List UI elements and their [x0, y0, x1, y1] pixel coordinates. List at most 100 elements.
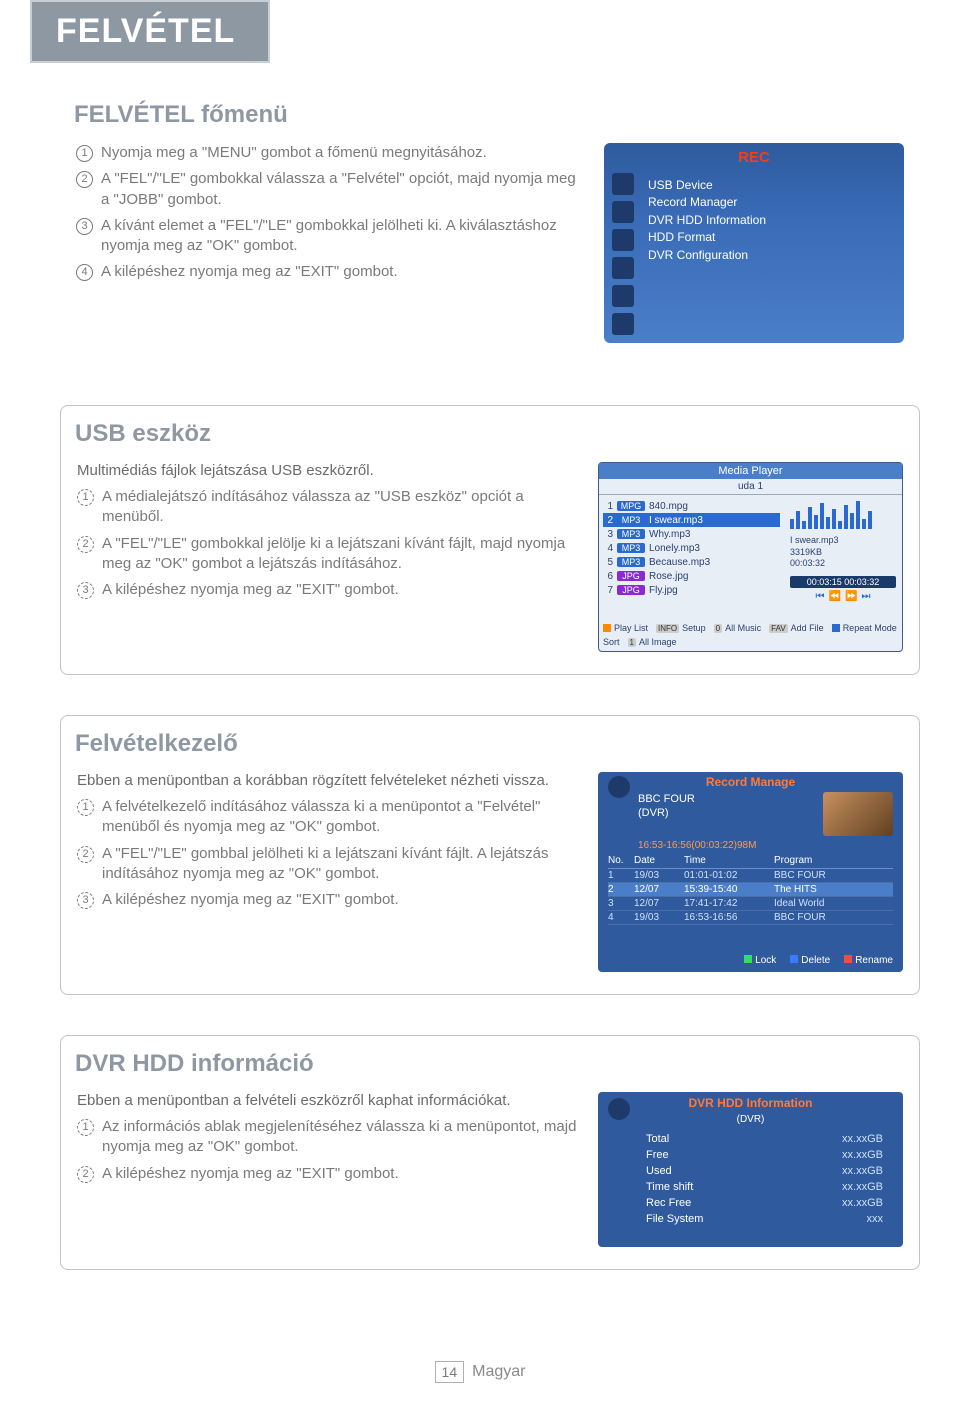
- rm-table: No. Date Time Program 119/0301:01-01:02B…: [598, 853, 903, 925]
- mp-file-row[interactable]: 2MP3I swear.mp3: [603, 513, 780, 527]
- hdd-table: Totalxx.xxGBFreexx.xxGBUsedxx.xxGBTime s…: [598, 1125, 903, 1227]
- mp-footer-item[interactable]: Sort: [603, 637, 620, 647]
- step-text: A felvételkezelő indításához válassza ki…: [102, 797, 580, 838]
- section-intro: Multimédiás fájlok lejátszása USB eszköz…: [77, 462, 580, 479]
- mp-title: Media Player: [599, 463, 902, 479]
- mp-now-playing: I swear.mp3 3319KB 00:03:32: [790, 535, 896, 570]
- rm-footer-item[interactable]: Delete: [790, 955, 830, 966]
- hdd-row: Freexx.xxGB: [646, 1147, 883, 1163]
- next-icon[interactable]: ⏭: [861, 591, 870, 602]
- rec-menu-item[interactable]: DVR HDD Information: [648, 212, 766, 229]
- step-number: 2: [77, 536, 94, 553]
- page-title: FELVÉTEL: [30, 0, 270, 63]
- rec-panel: REC USB Device Record Manager DVR HDD In…: [604, 143, 904, 343]
- rec-nav-icon: [612, 257, 634, 279]
- section-usb: USB eszköz Multimédiás fájlok lejátszása…: [60, 405, 920, 675]
- rec-title: REC: [604, 143, 904, 166]
- step-text: A "FEL"/"LE" gombokkal válassza a "Felvé…: [101, 169, 586, 210]
- step-text: Az információs ablak megjelenítéséhez vá…: [102, 1117, 580, 1158]
- rec-nav-icon: [612, 173, 634, 195]
- mp-footer-item[interactable]: 1All Image: [628, 637, 677, 647]
- step-number: 1: [77, 489, 94, 506]
- mp-controls[interactable]: ⏮ ⏪ ⏩ ⏭: [790, 591, 896, 602]
- hdd-subtitle: (DVR): [598, 1114, 903, 1125]
- step-number: 1: [77, 1119, 94, 1136]
- rm-footer-item[interactable]: Lock: [744, 955, 776, 966]
- rm-thumbnail: [823, 792, 893, 836]
- rm-channel: BBC FOUR (DVR): [638, 792, 695, 836]
- page-footer: 14 Magyar: [0, 1361, 960, 1383]
- section-intro: Ebben a menüpontban a korábban rögzített…: [77, 772, 580, 789]
- steps-fomenu: 1 Nyomja meg a "MENU" gombot a főmenü meg…: [76, 143, 586, 343]
- mp-time: 00:03:15 00:03:32: [790, 576, 896, 588]
- mp-footer-item[interactable]: Play List: [603, 623, 648, 633]
- step-number: 3: [77, 582, 94, 599]
- media-player-panel: Media Player uda 1 1MPG840.mpg2MP3I swea…: [598, 462, 903, 652]
- rewind-icon[interactable]: ⏪: [829, 591, 841, 602]
- step-number: 3: [76, 218, 93, 235]
- fwd-icon[interactable]: ⏩: [845, 591, 857, 602]
- rec-menu-item[interactable]: DVR Configuration: [648, 247, 766, 264]
- rm-time-range: 16:53-16:56(00:03:22)98M: [598, 840, 903, 853]
- mp-subtitle: uda 1: [599, 479, 902, 495]
- step-text: A kilépéshez nyomja meg az "EXIT" gombot…: [102, 1164, 580, 1184]
- mp-file-row[interactable]: 5MP3Because.mp3: [603, 555, 780, 569]
- step-number: 3: [77, 892, 94, 909]
- rec-nav-icon: [612, 313, 634, 335]
- step-number: 2: [77, 1166, 94, 1183]
- step-number: 2: [77, 846, 94, 863]
- step-number: 1: [76, 145, 93, 162]
- page-number: 14: [435, 1361, 465, 1383]
- rec-menu-item[interactable]: Record Manager: [648, 194, 766, 211]
- mp-file-row[interactable]: 4MP3Lonely.mp3: [603, 541, 780, 555]
- reel-icon: [608, 776, 630, 798]
- page-language: Magyar: [472, 1363, 525, 1381]
- rm-table-row[interactable]: 419/0316:53-16:56BBC FOUR: [608, 911, 893, 925]
- rm-footer-item[interactable]: Rename: [844, 955, 893, 966]
- mp-file-row[interactable]: 3MP3Why.mp3: [603, 527, 780, 541]
- step-number: 2: [76, 171, 93, 188]
- mp-footer: Play List INFOSetup 0All Music FAVAdd File R…: [603, 623, 898, 647]
- rm-table-row[interactable]: 119/0301:01-01:02BBC FOUR: [608, 869, 893, 883]
- hdd-row: Usedxx.xxGB: [646, 1163, 883, 1179]
- section-title: Felvételkezelő: [75, 730, 903, 758]
- mp-file-row[interactable]: 6JPGRose.jpg: [603, 569, 780, 583]
- step-text: A kilépéshez nyomja meg az "EXIT" gombot…: [101, 262, 586, 282]
- hdd-row: Time shiftxx.xxGB: [646, 1179, 883, 1195]
- step-text: A "FEL"/"LE" gombokkal jelölje ki a lejá…: [102, 534, 580, 575]
- section-title: USB eszköz: [75, 420, 903, 448]
- rm-footer: Lock Delete Rename: [744, 955, 893, 966]
- hdd-info-panel: DVR HDD Information (DVR) Totalxx.xxGBFr…: [598, 1092, 903, 1247]
- step-text: A médialejátszó indításához válassza az …: [102, 487, 580, 528]
- rm-table-row[interactable]: 312/0717:41-17:42Ideal World: [608, 897, 893, 911]
- rm-table-row[interactable]: 212/0715:39-15:40The HITS: [608, 883, 893, 897]
- section-felvetelkezelo: Felvételkezelő Ebben a menüpontban a kor…: [60, 715, 920, 995]
- mp-file-list: 1MPG840.mpg2MP3I swear.mp33MP3Why.mp34MP…: [599, 495, 784, 606]
- mp-footer-item[interactable]: FAVAdd File: [769, 623, 824, 633]
- mp-file-row[interactable]: 7JPGFly.jpg: [603, 583, 780, 597]
- section-dvr-hdd: DVR HDD információ Ebben a menüpontban a…: [60, 1035, 920, 1270]
- rec-menu-item[interactable]: HDD Format: [648, 229, 766, 246]
- prev-icon[interactable]: ⏮: [816, 591, 825, 602]
- mp-file-row[interactable]: 1MPG840.mpg: [603, 499, 780, 513]
- hdd-row: Totalxx.xxGB: [646, 1131, 883, 1147]
- step-text: Nyomja meg a "MENU" gombot a főmenü megn…: [101, 143, 586, 163]
- step-text: A kívánt elemet a "FEL"/"LE" gombokkal j…: [101, 216, 586, 257]
- mp-footer-item[interactable]: Repeat Mode: [832, 623, 897, 633]
- step-number: 4: [76, 264, 93, 281]
- mp-footer-item[interactable]: 0All Music: [714, 623, 761, 633]
- section-fomenu: FELVÉTEL főmenü 1 Nyomja meg a "MENU" gom…: [60, 93, 920, 365]
- hdd-title: DVR HDD Information: [598, 1092, 903, 1114]
- section-title: FELVÉTEL főmenü: [74, 101, 904, 129]
- rec-nav-icon: [612, 201, 634, 223]
- mp-footer-item[interactable]: INFOSetup: [656, 623, 706, 633]
- rec-menu-list: USB Device Record Manager DVR HDD Inform…: [648, 177, 766, 264]
- rm-title: Record Manage: [598, 772, 903, 792]
- rec-menu-item[interactable]: USB Device: [648, 177, 766, 194]
- section-title: DVR HDD információ: [75, 1050, 903, 1078]
- step-number: 1: [77, 799, 94, 816]
- rec-nav-icon: [612, 285, 634, 307]
- record-manage-panel: Record Manage BBC FOUR (DVR) 16:53-16:56…: [598, 772, 903, 972]
- reel-icon: [608, 1098, 630, 1120]
- mp-equalizer: [790, 499, 896, 529]
